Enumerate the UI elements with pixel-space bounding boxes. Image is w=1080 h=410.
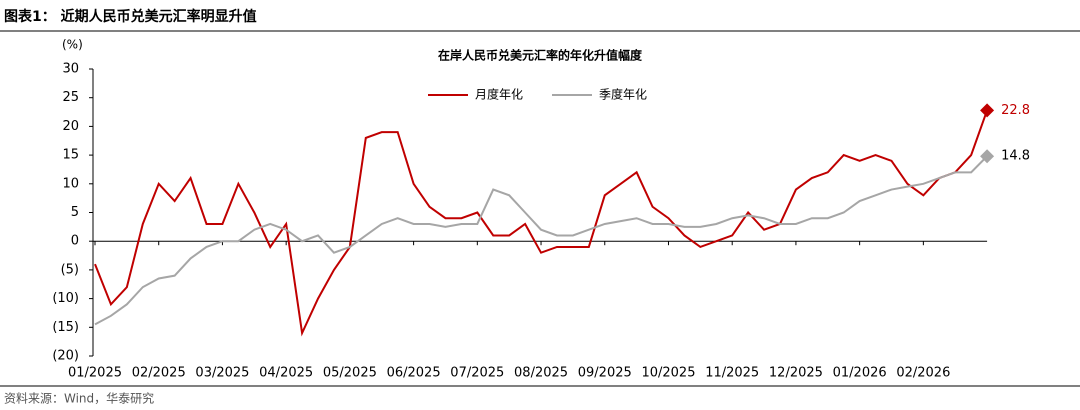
y-unit: (%) bbox=[62, 38, 83, 52]
x-tick-label: 05/2025 bbox=[323, 366, 377, 381]
x-tick-label: 06/2025 bbox=[387, 366, 441, 381]
x-tick-label: 07/2025 bbox=[450, 366, 504, 381]
y-tick-label: 25 bbox=[62, 90, 79, 105]
x-tick-label: 08/2025 bbox=[514, 366, 568, 381]
x-tick-label: 01/2026 bbox=[833, 366, 887, 381]
x-tick-label: 04/2025 bbox=[259, 366, 313, 381]
y-tick-label: 10 bbox=[62, 176, 79, 191]
legend-label: 月度年化 bbox=[475, 87, 523, 102]
x-tick-label: 12/2025 bbox=[769, 366, 823, 381]
series-line bbox=[94, 155, 988, 326]
source: 资料来源：Wind，华泰研究 bbox=[4, 391, 154, 406]
end-marker bbox=[980, 103, 995, 118]
x-tick-label: 09/2025 bbox=[578, 366, 632, 381]
y-tick-label: (15) bbox=[52, 320, 79, 335]
x-tick-label: 02/2026 bbox=[896, 366, 950, 381]
end-label: 14.8 bbox=[1001, 149, 1030, 164]
y-tick-label: 20 bbox=[62, 119, 79, 134]
header: 图表1： 近期人民币兑美元汇率明显升值 bbox=[4, 8, 257, 25]
y-tick-label: 0 bbox=[71, 234, 79, 249]
y-tick-label: (10) bbox=[52, 291, 79, 306]
chart-title: 在岸人民币兑美元汇率的年化升值幅度 bbox=[438, 48, 643, 63]
x-tick-label: 10/2025 bbox=[641, 366, 695, 381]
legend-label: 季度年化 bbox=[599, 87, 647, 102]
x-tick-label: 02/2025 bbox=[132, 366, 186, 381]
series-line bbox=[94, 109, 989, 337]
end-label: 22.8 bbox=[1001, 103, 1030, 118]
x-tick-label: 03/2025 bbox=[195, 366, 249, 381]
y-tick-label: 5 bbox=[71, 205, 79, 220]
y-tick-label: 15 bbox=[62, 148, 79, 163]
y-tick-label: (5) bbox=[61, 262, 79, 277]
x-tick-label: 01/2025 bbox=[68, 366, 122, 381]
y-tick-label: (20) bbox=[52, 349, 79, 364]
x-tick-label: 11/2025 bbox=[705, 366, 759, 381]
end-marker bbox=[980, 149, 995, 164]
y-tick-label: 30 bbox=[62, 62, 79, 77]
